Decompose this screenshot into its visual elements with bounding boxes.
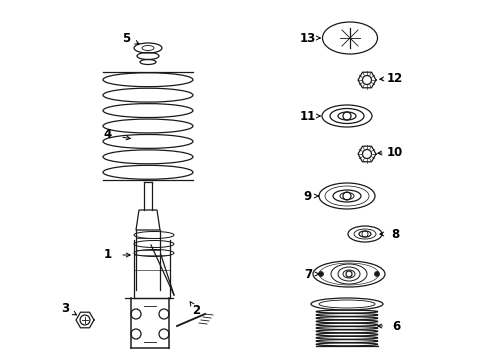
Text: 5: 5 (122, 31, 130, 45)
Text: 3: 3 (61, 302, 69, 315)
Text: 12: 12 (386, 72, 402, 85)
Text: 10: 10 (386, 145, 402, 158)
Text: 9: 9 (303, 189, 311, 202)
Text: 7: 7 (304, 267, 311, 280)
Text: 8: 8 (390, 228, 398, 240)
Text: 11: 11 (299, 109, 315, 122)
Circle shape (318, 271, 323, 276)
Text: 13: 13 (299, 31, 315, 45)
Text: 2: 2 (192, 303, 200, 316)
Text: 4: 4 (103, 129, 112, 141)
Circle shape (374, 271, 379, 276)
Text: 1: 1 (104, 248, 112, 261)
Text: 6: 6 (391, 320, 399, 333)
